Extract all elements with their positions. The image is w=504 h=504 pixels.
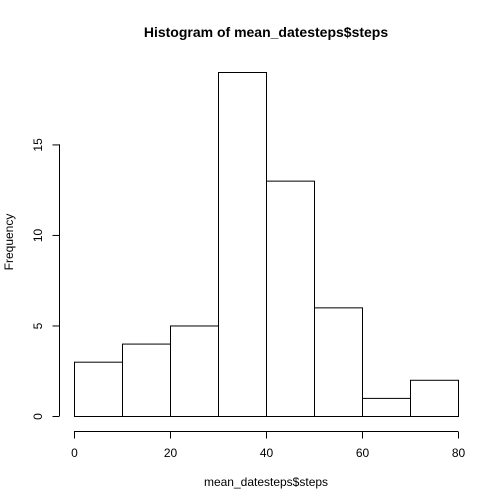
y-axis-label: Frequency <box>2 214 16 271</box>
y-tick-label-1: 5 <box>31 322 45 329</box>
histogram-bar-1 <box>122 343 171 417</box>
x-axis: 0 20 40 60 80 <box>71 431 466 460</box>
chart-title: Histogram of mean_datesteps$steps <box>144 24 389 40</box>
histogram-bar-7 <box>410 379 459 417</box>
bars-group <box>74 72 459 418</box>
x-tick-label-2: 40 <box>260 446 274 460</box>
x-tick-label-3: 60 <box>356 446 370 460</box>
y-axis: 0 5 10 15 <box>31 138 60 420</box>
histogram-bar-3 <box>218 72 267 417</box>
y-tick-label-2: 10 <box>31 228 45 242</box>
histogram-bar-2 <box>170 325 219 418</box>
x-tick-label-4: 80 <box>452 446 466 460</box>
histogram-bar-4 <box>266 180 315 417</box>
y-tick-label-0: 0 <box>31 413 45 420</box>
histogram-bar-6 <box>362 397 411 418</box>
histogram-bar-0 <box>74 361 123 417</box>
x-axis-label: mean_datesteps$steps <box>204 475 328 489</box>
histogram-bar-5 <box>314 307 363 417</box>
y-tick-label-3: 15 <box>31 138 45 152</box>
x-tick-label-0: 0 <box>71 446 78 460</box>
x-tick-label-1: 20 <box>164 446 178 460</box>
